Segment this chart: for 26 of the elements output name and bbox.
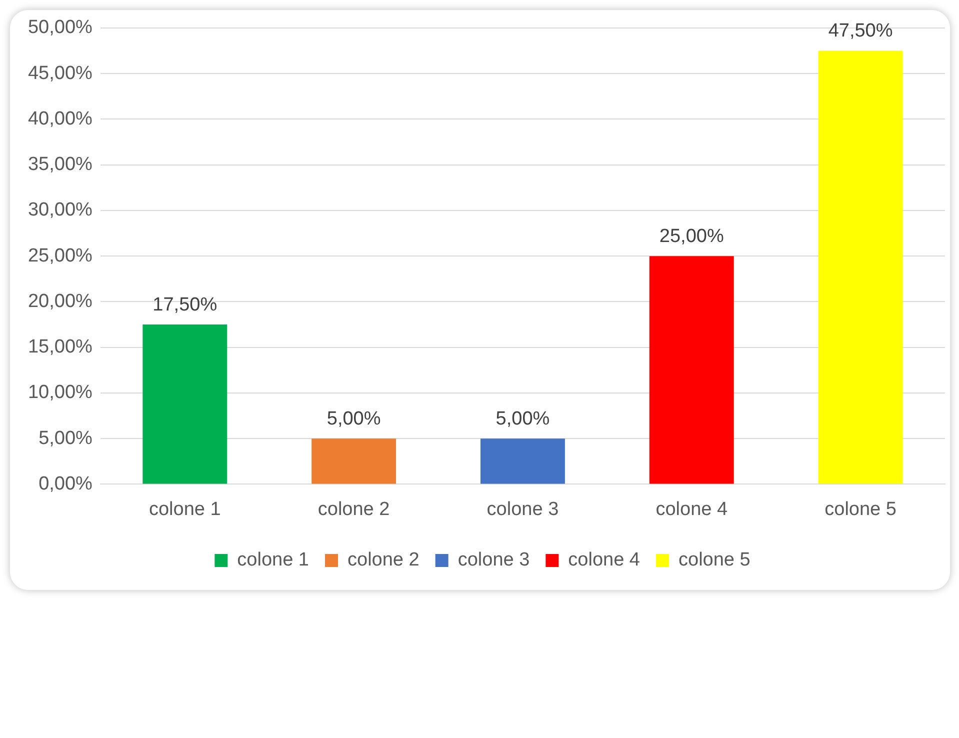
- y-tick-label: 0,00%: [38, 473, 93, 494]
- x-tick-label: colone 2: [318, 498, 390, 520]
- y-tick-label: 50,00%: [28, 17, 93, 38]
- x-tick-label: colone 1: [148, 498, 221, 520]
- legend-label: colone 4: [568, 550, 640, 571]
- y-tick-label: 45,00%: [28, 62, 93, 84]
- data-label: 25,00%: [659, 226, 724, 247]
- y-tick-label: 25,00%: [28, 245, 93, 266]
- data-label: 5,00%: [326, 408, 381, 430]
- x-tick-label: colone 5: [824, 498, 896, 520]
- y-tick-label: 30,00%: [28, 200, 93, 221]
- y-tick-label: 35,00%: [28, 154, 93, 176]
- x-tick-label: colone 3: [486, 498, 559, 520]
- legend-label: colone 5: [678, 550, 750, 571]
- x-tick-label: colone 4: [656, 498, 728, 520]
- y-tick-label: 40,00%: [28, 108, 93, 130]
- data-label: 5,00%: [496, 408, 550, 430]
- y-tick-label: 5,00%: [38, 428, 93, 449]
- y-tick-label: 15,00%: [28, 336, 93, 358]
- y-tick-label: 10,00%: [28, 382, 93, 404]
- legend-label: colone 1: [237, 550, 310, 571]
- legend-label: colone 3: [458, 550, 530, 571]
- y-tick-label: 20,00%: [28, 290, 93, 312]
- data-label: 47,50%: [828, 20, 893, 42]
- legend-label: colone 2: [348, 550, 420, 571]
- data-label: 17,50%: [152, 294, 218, 316]
